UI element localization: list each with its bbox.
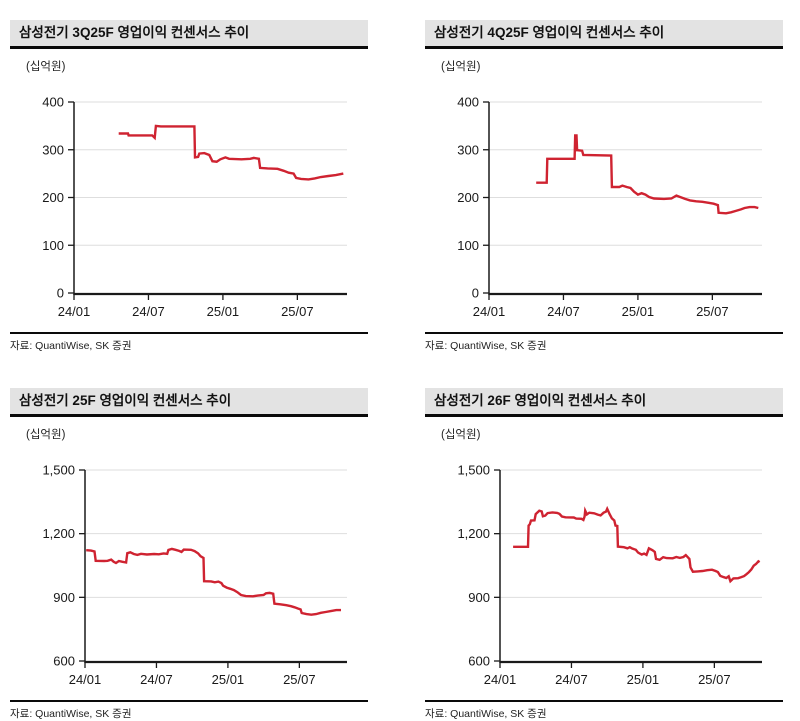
svg-text:24/01: 24/01 [69,672,102,687]
chart-card-3q25f: 삼성전기 3Q25F 영업이익 컨센서스 추이 (십억원) 400 300 200 1… [10,20,368,353]
source-note: 자료: QuantiWise, SK 증권 [425,332,783,353]
svg-text:25/01: 25/01 [627,672,660,687]
svg-text:300: 300 [457,142,479,157]
consensus-line-chart-26f: 1,500 1,200 900 600 24/01 24/07 25/01 25/07 [457,463,762,687]
chart-card-26f: 삼성전기 26F 영업이익 컨센서스 추이 (십억원) 1,500 1,200 90… [425,388,783,721]
svg-text:900: 900 [468,590,490,605]
svg-text:200: 200 [457,190,479,205]
svg-text:400: 400 [457,95,479,110]
chart-title-bar: 삼성전기 26F 영업이익 컨센서스 추이 [425,388,783,417]
source-note: 자료: QuantiWise, SK 증권 [425,700,783,721]
svg-text:24/01: 24/01 [473,304,506,319]
chart-title-bar: 삼성전기 25F 영업이익 컨센서스 추이 [10,388,368,417]
svg-text:24/07: 24/07 [132,304,165,319]
svg-text:25/07: 25/07 [698,672,731,687]
chart-title: 삼성전기 26F 영업이익 컨센서스 추이 [434,393,647,408]
chart-title-bar: 삼성전기 4Q25F 영업이익 컨센서스 추이 [425,20,783,49]
svg-text:24/01: 24/01 [484,672,517,687]
svg-text:1,500: 1,500 [457,463,490,478]
svg-text:100: 100 [42,238,64,253]
chart-title: 삼성전기 4Q25F 영업이익 컨센서스 추이 [434,25,665,40]
svg-text:400: 400 [42,95,64,110]
chart-card-25f: 삼성전기 25F 영업이익 컨센서스 추이 (십억원) 1,500 1,200 90… [10,388,368,721]
svg-text:1,200: 1,200 [457,526,490,541]
y-axis-unit-label: (십억원) [26,429,66,441]
consensus-line-chart-4q25f: 400 300 200 100 0 24/01 24/07 25/01 25/07 [457,95,762,319]
svg-text:200: 200 [42,190,64,205]
svg-text:600: 600 [468,654,490,669]
svg-text:25/07: 25/07 [283,672,316,687]
svg-text:25/01: 25/01 [212,672,245,687]
svg-text:25/01: 25/01 [207,304,240,319]
consensus-line-chart-3q25f: 400 300 200 100 0 24/01 24/07 25/01 25/07 [42,95,347,319]
svg-text:1,500: 1,500 [42,463,75,478]
source-note: 자료: QuantiWise, SK 증권 [10,332,368,353]
chart-title: 삼성전기 25F 영업이익 컨센서스 추이 [19,393,232,408]
chart-title-bar: 삼성전기 3Q25F 영업이익 컨센서스 추이 [10,20,368,49]
svg-text:24/07: 24/07 [140,672,173,687]
chart-card-4q25f: 삼성전기 4Q25F 영업이익 컨센서스 추이 (십억원) 400 300 200 1… [425,20,783,353]
y-axis-unit-label: (십억원) [26,61,66,73]
svg-text:300: 300 [42,142,64,157]
svg-text:0: 0 [472,286,479,301]
svg-text:600: 600 [53,654,75,669]
svg-text:25/01: 25/01 [622,304,655,319]
svg-text:100: 100 [457,238,479,253]
svg-text:25/07: 25/07 [281,304,314,319]
svg-text:24/07: 24/07 [547,304,580,319]
svg-text:1,200: 1,200 [42,526,75,541]
consensus-line-chart-25f: 1,500 1,200 900 600 24/01 24/07 25/01 25/07 [42,463,347,687]
y-axis-unit-label: (십억원) [441,61,481,73]
svg-text:24/07: 24/07 [555,672,588,687]
source-note: 자료: QuantiWise, SK 증권 [10,700,368,721]
svg-text:25/07: 25/07 [696,304,729,319]
svg-text:0: 0 [57,286,64,301]
svg-text:900: 900 [53,590,75,605]
y-axis-unit-label: (십억원) [441,429,481,441]
chart-title: 삼성전기 3Q25F 영업이익 컨센서스 추이 [19,25,250,40]
svg-text:24/01: 24/01 [58,304,91,319]
